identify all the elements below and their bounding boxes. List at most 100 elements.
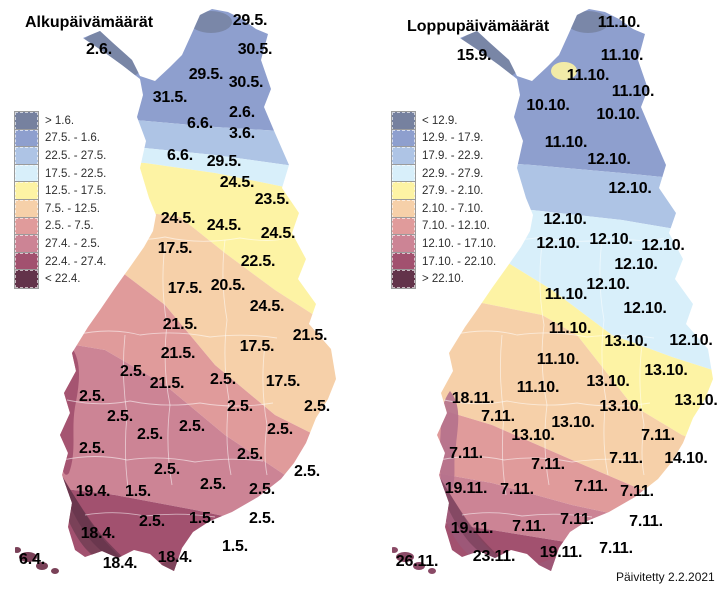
- legend-swatch: [14, 146, 39, 166]
- date-label: 21.5.: [162, 316, 198, 333]
- date-label: 1.5.: [222, 538, 248, 555]
- date-label: 11.10.: [536, 351, 580, 368]
- date-label: 12.10.: [587, 151, 631, 168]
- legend-swatch: [14, 251, 39, 272]
- date-label: 19.11.: [450, 520, 494, 537]
- legend-item: 27.4. - 2.5.: [14, 234, 106, 254]
- date-label: 18.4.: [80, 525, 116, 542]
- legend-label: 7.10. - 12.10.: [422, 220, 490, 233]
- date-label: 12.10.: [586, 276, 630, 293]
- date-label: 15.9.: [456, 47, 492, 64]
- date-label: 22.5.: [240, 253, 276, 270]
- date-label: 2.5.: [294, 463, 320, 480]
- date-label: 7.11.: [609, 450, 643, 467]
- date-label: 2.6.: [86, 41, 112, 58]
- date-label: 7.11.: [641, 427, 675, 444]
- legend-item: 17.10. - 22.10.: [391, 251, 497, 272]
- date-label: 17.5.: [167, 280, 203, 297]
- date-label: 7.11.: [512, 518, 546, 535]
- date-label: 12.10.: [623, 300, 667, 317]
- date-label: 2.5.: [249, 510, 275, 527]
- legend-swatch: [391, 234, 416, 254]
- legend-label: 12.9. - 17.9.: [422, 132, 484, 145]
- date-label: 2.5.: [179, 418, 205, 435]
- date-label: 31.5.: [152, 89, 188, 106]
- left-legend: > 1.6. 27.5. - 1.6. 22.5. - 27.5. 17.5. - 2…: [14, 111, 107, 289]
- date-label: 7.11.: [560, 511, 594, 528]
- legend-swatch: [391, 251, 416, 272]
- left-map-title: Alkupäivämäärät: [25, 14, 154, 31]
- legend-label: < 22.4.: [45, 273, 81, 286]
- date-label: 7.11.: [629, 513, 663, 530]
- legend-item: 7.5. - 12.5.: [14, 198, 106, 219]
- date-label: 2.5.: [227, 398, 253, 415]
- legend-item: 27.5. - 1.6.: [14, 128, 106, 149]
- date-label: 1.5.: [189, 510, 215, 527]
- date-label: 3.6.: [229, 125, 255, 142]
- date-label: 11.10.: [597, 14, 641, 31]
- date-label: 13.10.: [674, 392, 718, 409]
- legend-swatch: [14, 163, 39, 184]
- legend-label: 17.5. - 22.5.: [45, 167, 107, 180]
- date-label: 11.10.: [548, 320, 592, 337]
- date-label: 19.11.: [444, 480, 488, 497]
- legend-label: 2.10. - 7.10.: [422, 202, 484, 215]
- legend-label: 12.10. - 17.10.: [422, 237, 497, 250]
- date-label: 2.5.: [79, 388, 105, 405]
- end-dates-map: [392, 9, 713, 574]
- date-label: 2.5.: [120, 363, 146, 380]
- legend-label: 22.5. - 27.5.: [45, 149, 107, 162]
- date-label: 7.11.: [531, 456, 565, 473]
- date-label: 24.5.: [260, 225, 296, 242]
- date-label: 12.10.: [669, 332, 713, 349]
- date-label: 13.10.: [604, 333, 648, 350]
- legend-swatch: [391, 128, 416, 149]
- date-label: 20.5.: [210, 277, 246, 294]
- legend-label: 22.9. - 27.9.: [422, 167, 484, 180]
- date-label: 11.10.: [611, 83, 655, 100]
- legend-item: 12.9. - 17.9.: [391, 128, 496, 149]
- date-label: 12.10.: [641, 237, 685, 254]
- legend-swatch: [14, 269, 39, 289]
- legend-item: 2.5. - 7.5.: [14, 216, 106, 237]
- date-label: 2.5.: [79, 440, 105, 457]
- date-label: 18.4.: [157, 549, 193, 566]
- legend-item: < 22.4.: [14, 269, 106, 289]
- legend-item: < 12.9.: [391, 111, 496, 131]
- date-label: 7.11.: [481, 408, 515, 425]
- date-label: 18.4.: [102, 555, 138, 572]
- legend-item: 2.10. - 7.10.: [391, 198, 496, 219]
- legend-label: 12.5. - 17.5.: [45, 185, 107, 198]
- legend-swatch: [14, 111, 39, 131]
- legend-item: 27.9. - 2.10.: [391, 181, 496, 201]
- legend-label: < 12.9.: [422, 114, 458, 127]
- date-label: 21.5.: [149, 375, 185, 392]
- date-label: 29.5.: [188, 66, 224, 83]
- legend-swatch: [391, 269, 416, 289]
- legend-swatch: [391, 111, 416, 131]
- date-label: 23.11.: [472, 548, 516, 565]
- date-label: 7.11.: [500, 481, 534, 498]
- legend-label: 27.5. - 1.6.: [45, 132, 100, 145]
- date-label: 2.5.: [107, 408, 133, 425]
- legend-label: > 1.6.: [45, 114, 75, 127]
- date-label: 2.5.: [267, 421, 293, 438]
- date-label: 7.11.: [620, 483, 654, 500]
- date-label: 2.5.: [137, 426, 163, 443]
- right-map-title: Loppupäivämäärät: [407, 18, 550, 35]
- date-label: 17.5.: [265, 373, 301, 390]
- date-label: 12.10.: [589, 231, 633, 248]
- legend-item: 22.5. - 27.5.: [14, 146, 107, 166]
- legend-item: 7.10. - 12.10.: [391, 216, 496, 237]
- date-label: 24.5.: [160, 210, 196, 227]
- date-label: 30.5.: [237, 41, 273, 58]
- legend-swatch: [14, 128, 39, 149]
- legend-label: 17.10. - 22.10.: [422, 255, 497, 268]
- right-legend: < 12.9. 12.9. - 17.9. 17.9. - 22.9. 22.9. -…: [391, 111, 497, 289]
- date-label: 2.5.: [249, 481, 275, 498]
- date-label: 13.10.: [599, 398, 643, 415]
- date-label: 24.5.: [206, 217, 242, 234]
- date-label: 7.11.: [599, 540, 633, 557]
- date-label: 30.5.: [228, 74, 264, 91]
- legend-swatch: [391, 146, 416, 166]
